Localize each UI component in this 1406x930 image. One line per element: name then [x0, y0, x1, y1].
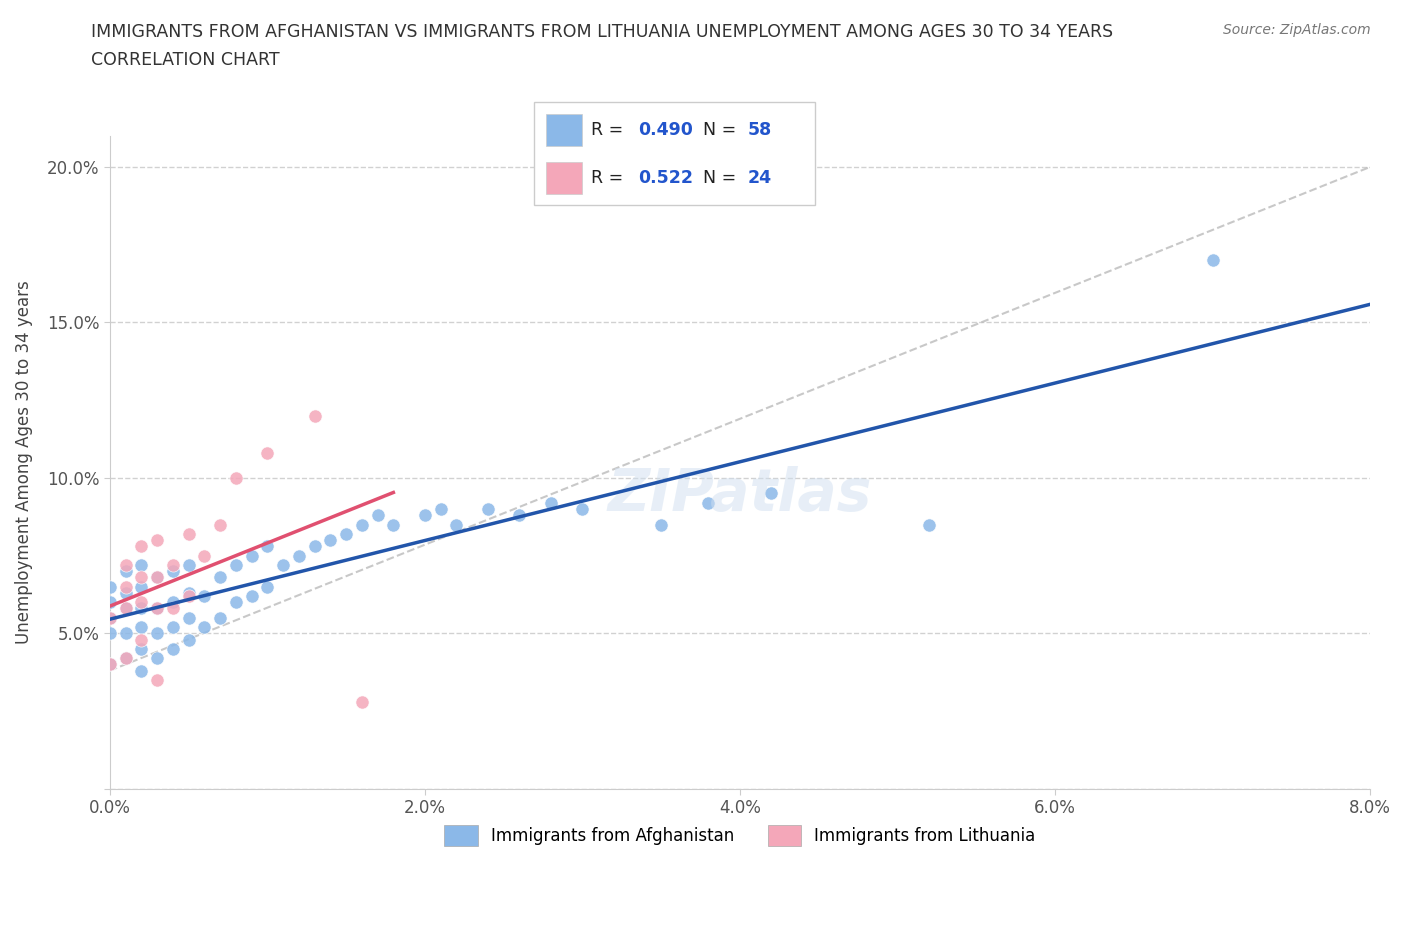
Point: [162, 601, 184, 616]
Text: CORRELATION CHART: CORRELATION CHART: [91, 51, 280, 69]
Point: [146, 533, 169, 548]
Point: [114, 626, 136, 641]
Text: ZIPatlas: ZIPatlas: [607, 467, 872, 524]
Point: [131, 632, 153, 647]
Text: R =: R =: [591, 121, 628, 139]
Point: [429, 501, 451, 516]
Point: [240, 589, 263, 604]
Point: [98, 579, 121, 594]
Text: IMMIGRANTS FROM AFGHANISTAN VS IMMIGRANTS FROM LITHUANIA UNEMPLOYMENT AMONG AGES: IMMIGRANTS FROM AFGHANISTAN VS IMMIGRANT…: [91, 23, 1114, 41]
Point: [350, 517, 373, 532]
Point: [304, 408, 326, 423]
Point: [114, 601, 136, 616]
Point: [177, 526, 200, 541]
Text: N =: N =: [703, 169, 742, 187]
FancyBboxPatch shape: [534, 102, 815, 205]
Point: [114, 651, 136, 666]
Point: [271, 557, 294, 572]
Point: [162, 642, 184, 657]
Point: [114, 579, 136, 594]
Point: [114, 651, 136, 666]
Point: [335, 526, 357, 541]
Point: [177, 632, 200, 647]
Point: [1201, 253, 1223, 268]
Point: [350, 695, 373, 710]
Point: [131, 663, 153, 678]
Point: [177, 589, 200, 604]
Point: [193, 548, 215, 563]
Point: [225, 471, 247, 485]
Point: [114, 586, 136, 601]
Point: [114, 564, 136, 578]
Point: [918, 517, 941, 532]
Point: [240, 548, 263, 563]
Text: 58: 58: [748, 121, 772, 139]
Point: [177, 557, 200, 572]
Point: [131, 557, 153, 572]
Point: [304, 538, 326, 553]
Text: R =: R =: [591, 169, 628, 187]
Text: 0.490: 0.490: [638, 121, 693, 139]
Point: [288, 548, 311, 563]
Bar: [546, 162, 582, 194]
Point: [98, 610, 121, 625]
Point: [477, 501, 499, 516]
Point: [319, 533, 342, 548]
Point: [98, 595, 121, 610]
Point: [571, 501, 593, 516]
Point: [146, 651, 169, 666]
Bar: [546, 113, 582, 146]
Point: [131, 601, 153, 616]
Point: [225, 557, 247, 572]
Legend: Immigrants from Afghanistan, Immigrants from Lithuania: Immigrants from Afghanistan, Immigrants …: [437, 818, 1042, 852]
Point: [98, 657, 121, 671]
Point: [540, 496, 562, 511]
Point: [98, 610, 121, 625]
Point: [162, 564, 184, 578]
Point: [650, 517, 672, 532]
Point: [367, 508, 389, 523]
Point: [146, 672, 169, 687]
Point: [131, 579, 153, 594]
Point: [162, 619, 184, 634]
Point: [761, 486, 783, 501]
Point: [146, 626, 169, 641]
Point: [413, 508, 436, 523]
Point: [193, 589, 215, 604]
Point: [256, 579, 278, 594]
Point: [256, 538, 278, 553]
Point: [697, 496, 720, 511]
Point: [508, 508, 530, 523]
Point: [131, 595, 153, 610]
Point: [98, 626, 121, 641]
Point: [146, 601, 169, 616]
Point: [382, 517, 405, 532]
Point: [131, 619, 153, 634]
Point: [209, 610, 232, 625]
Point: [177, 586, 200, 601]
Point: [193, 619, 215, 634]
Point: [146, 570, 169, 585]
Point: [256, 445, 278, 460]
Point: [162, 557, 184, 572]
Point: [98, 657, 121, 671]
Point: [162, 595, 184, 610]
Point: [446, 517, 468, 532]
Point: [114, 601, 136, 616]
Point: [146, 570, 169, 585]
Point: [131, 538, 153, 553]
Text: 24: 24: [748, 169, 772, 187]
Point: [209, 517, 232, 532]
Text: Source: ZipAtlas.com: Source: ZipAtlas.com: [1223, 23, 1371, 37]
Text: 0.522: 0.522: [638, 169, 693, 187]
Point: [131, 570, 153, 585]
Point: [114, 557, 136, 572]
Point: [177, 610, 200, 625]
Point: [209, 570, 232, 585]
Point: [131, 642, 153, 657]
Point: [225, 595, 247, 610]
Y-axis label: Unemployment Among Ages 30 to 34 years: Unemployment Among Ages 30 to 34 years: [15, 281, 32, 644]
Text: N =: N =: [703, 121, 742, 139]
Point: [146, 601, 169, 616]
